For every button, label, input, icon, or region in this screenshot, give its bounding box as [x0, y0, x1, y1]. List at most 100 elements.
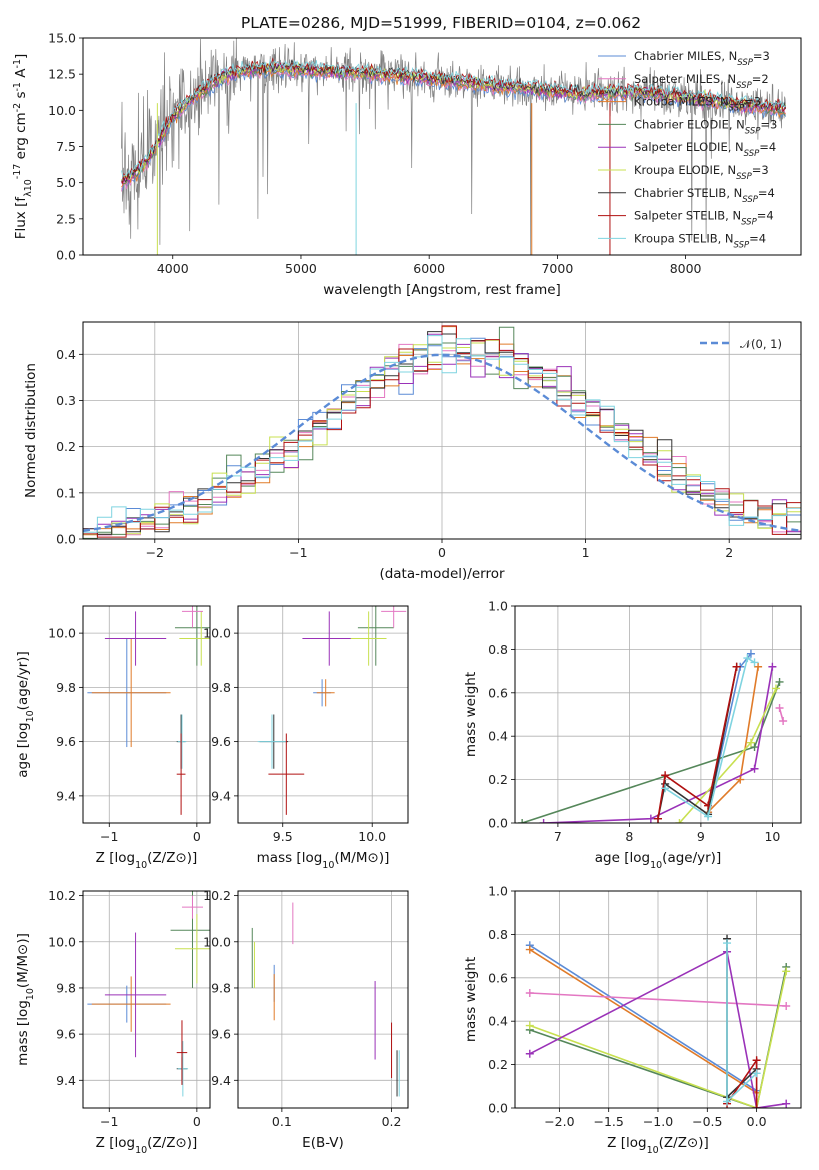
legend-entry-chabrier_stelib: Chabrier STELIB, NSSP=4: [634, 186, 775, 205]
x-tick-label: 7000: [541, 261, 573, 276]
weight_vs_age-frame: [514, 605, 802, 824]
y-tick-label: 9.8: [56, 980, 76, 995]
spectrum-xlabel: wavelength [Angstrom, rest frame]: [323, 282, 561, 298]
y-tick-label: 0.6: [488, 970, 508, 985]
series-chabrier_stelib: [726, 938, 758, 1100]
point-salpeter_elodie: [768, 662, 777, 671]
x-tick-label: 1: [582, 545, 590, 560]
series-kroupa_stelib: [664, 656, 755, 818]
y-tick-label: 5.0: [56, 175, 76, 190]
y-tick-label: 0.1: [56, 485, 76, 500]
y-tick-label: 15.0: [48, 31, 76, 46]
x-tick-label: 4000: [157, 261, 189, 276]
point-kroupa_stelib: [750, 658, 759, 667]
y-tick-label: 0.4: [488, 729, 508, 744]
point-salpeter_miles: [779, 717, 788, 726]
point-salpeter_stelib: [654, 814, 662, 823]
x-tick-label: 0.0: [747, 1114, 767, 1129]
y-tick-label: 0.0: [56, 248, 76, 263]
x-tick-label: 2: [725, 545, 733, 560]
y-tick-label: 7.5: [56, 139, 76, 154]
legend-entry-kroupa_stelib: Kroupa STELIB, NSSP=4: [634, 231, 766, 250]
point-kroupa_stelib: [752, 1069, 761, 1078]
errorbar-chabrier_elodie: [170, 891, 210, 988]
y-tick-label: 10.0: [48, 626, 76, 641]
residual_hist-ylabel: Normed distribution: [23, 363, 39, 498]
y-tick-label: 9.8: [56, 680, 76, 695]
point-salpeter_miles: [525, 988, 534, 997]
errorbar-salpeter_miles: [181, 606, 203, 628]
series-salpeter_stelib: [657, 666, 738, 819]
x-tick-label: 0: [438, 545, 446, 560]
hist-frame: [82, 321, 802, 540]
point-salpeter_miles: [782, 1002, 791, 1011]
errorbar-chabrier_elodie: [357, 606, 394, 666]
point-chabrier_miles: [746, 649, 755, 658]
y-tick-label: 10.0: [48, 103, 76, 118]
y-tick-label: 9.6: [56, 1027, 76, 1042]
point-salpeter_elodie: [525, 1049, 534, 1058]
age_vs_Z-errorbars: [87, 606, 210, 815]
errorbar-salpeter_elodie: [302, 611, 357, 666]
point-salpeter_stelib: [752, 1104, 761, 1108]
weight_vs_age-ylabel: mass weight: [463, 672, 479, 757]
point-kroupa_elodie: [782, 967, 791, 976]
residual_hist-xlabel: (data-model)/error: [379, 566, 505, 582]
age_vs_Z-axes: −1 0 9.4 9.6 9.8 10.0 Z [log10(Z/Z⊙)] age [log1…: [15, 606, 210, 871]
y-tick-label: 2.5: [56, 211, 76, 226]
x-tick-label: 6000: [413, 261, 445, 276]
model-spectrum-kroupa_stelib: [121, 59, 786, 178]
errorbar-salpeter_elodie: [104, 611, 167, 666]
point-kroupa_stelib: [661, 784, 670, 793]
normal-curve: [83, 353, 801, 533]
age_vs_Z-ylabel: age [log10(age/yr)]: [15, 651, 36, 777]
x-tick-label: 0: [193, 829, 201, 844]
weight_vs_Z-axes: −2.0 −1.5 −1.0 −0.5 0.0 0.0 0.2 0.4 0.6 0.8 1.0 Z […: [463, 884, 801, 1156]
residual_hist-axes: −2 −1 0 1 2 0.0 0.1 0.2 0.3 0.4 (data-model)/error…: [23, 322, 801, 582]
y-tick-label: 12.5: [48, 67, 76, 82]
point-kroupa_elodie: [746, 738, 755, 747]
point-chabrier_elodie: [750, 743, 759, 752]
legend-entry-salpeter_stelib: Salpeter STELIB, NSSP=4: [634, 209, 774, 228]
errorbar-chabrier_elodie: [174, 606, 210, 666]
spectrum-axes: 4000 5000 6000 7000 8000 0.0 2.5 5.0 7.5 10.0 12.5…: [12, 31, 702, 299]
mass_vs_Z-errorbars: [87, 891, 210, 1097]
y-tick-label: 0.0: [488, 816, 508, 831]
weight_vs_age-lines: [518, 649, 788, 823]
y-tick-label: 1.0: [488, 884, 508, 899]
point-kroupa_miles: [525, 945, 534, 954]
series-chabrier_elodie: [521, 681, 781, 823]
legend-entry-salpeter_miles: Salpeter MILES, NSSP=2: [634, 72, 769, 91]
spectrum-lines: [121, 38, 786, 255]
errorbar-kroupa_elodie: [179, 611, 210, 666]
y-tick-label: 0.8: [488, 927, 508, 942]
age_vs_mass-xlabel: mass [log10(M/M⊙)]: [257, 850, 390, 871]
histogram-steps: [83, 325, 801, 539]
legend-entry-normal: 𝒩(0, 1): [740, 337, 782, 351]
y-tick-label: 0.2: [488, 1057, 508, 1072]
x-tick-label: −1: [289, 545, 307, 560]
x-tick-label: 8000: [670, 261, 702, 276]
point-salpeter_elodie: [782, 1099, 791, 1108]
model-spectrum-chabrier_miles: [121, 68, 786, 191]
point-salpeter_stelib: [661, 771, 670, 780]
x-tick-label: 5000: [285, 261, 317, 276]
point-salpeter_elodie: [750, 764, 759, 773]
x-tick-label: 9.5: [273, 829, 293, 844]
errorbar-salpeter_elodie: [104, 932, 167, 1058]
errorbar-salpeter_miles: [381, 606, 407, 628]
weight_vs_Z-frame: [514, 890, 802, 1109]
point-kroupa_stelib: [743, 654, 752, 663]
errorbar-kroupa_stelib: [177, 1041, 189, 1097]
mass_vs_Z-frame: [82, 890, 211, 1109]
point-kroupa_miles: [754, 662, 763, 671]
point-salpeter_stelib: [732, 662, 741, 671]
x-tick-label: 10.0: [358, 829, 386, 844]
y-tick-label: 1.0: [488, 599, 508, 614]
point-kroupa_stelib: [723, 1097, 732, 1106]
errorbar-kroupa_miles: [316, 679, 335, 707]
errorbar-kroupa_elodie: [350, 611, 387, 666]
errorbar-kroupa_stelib: [177, 714, 187, 769]
y-tick-label: 0.0: [56, 532, 76, 547]
